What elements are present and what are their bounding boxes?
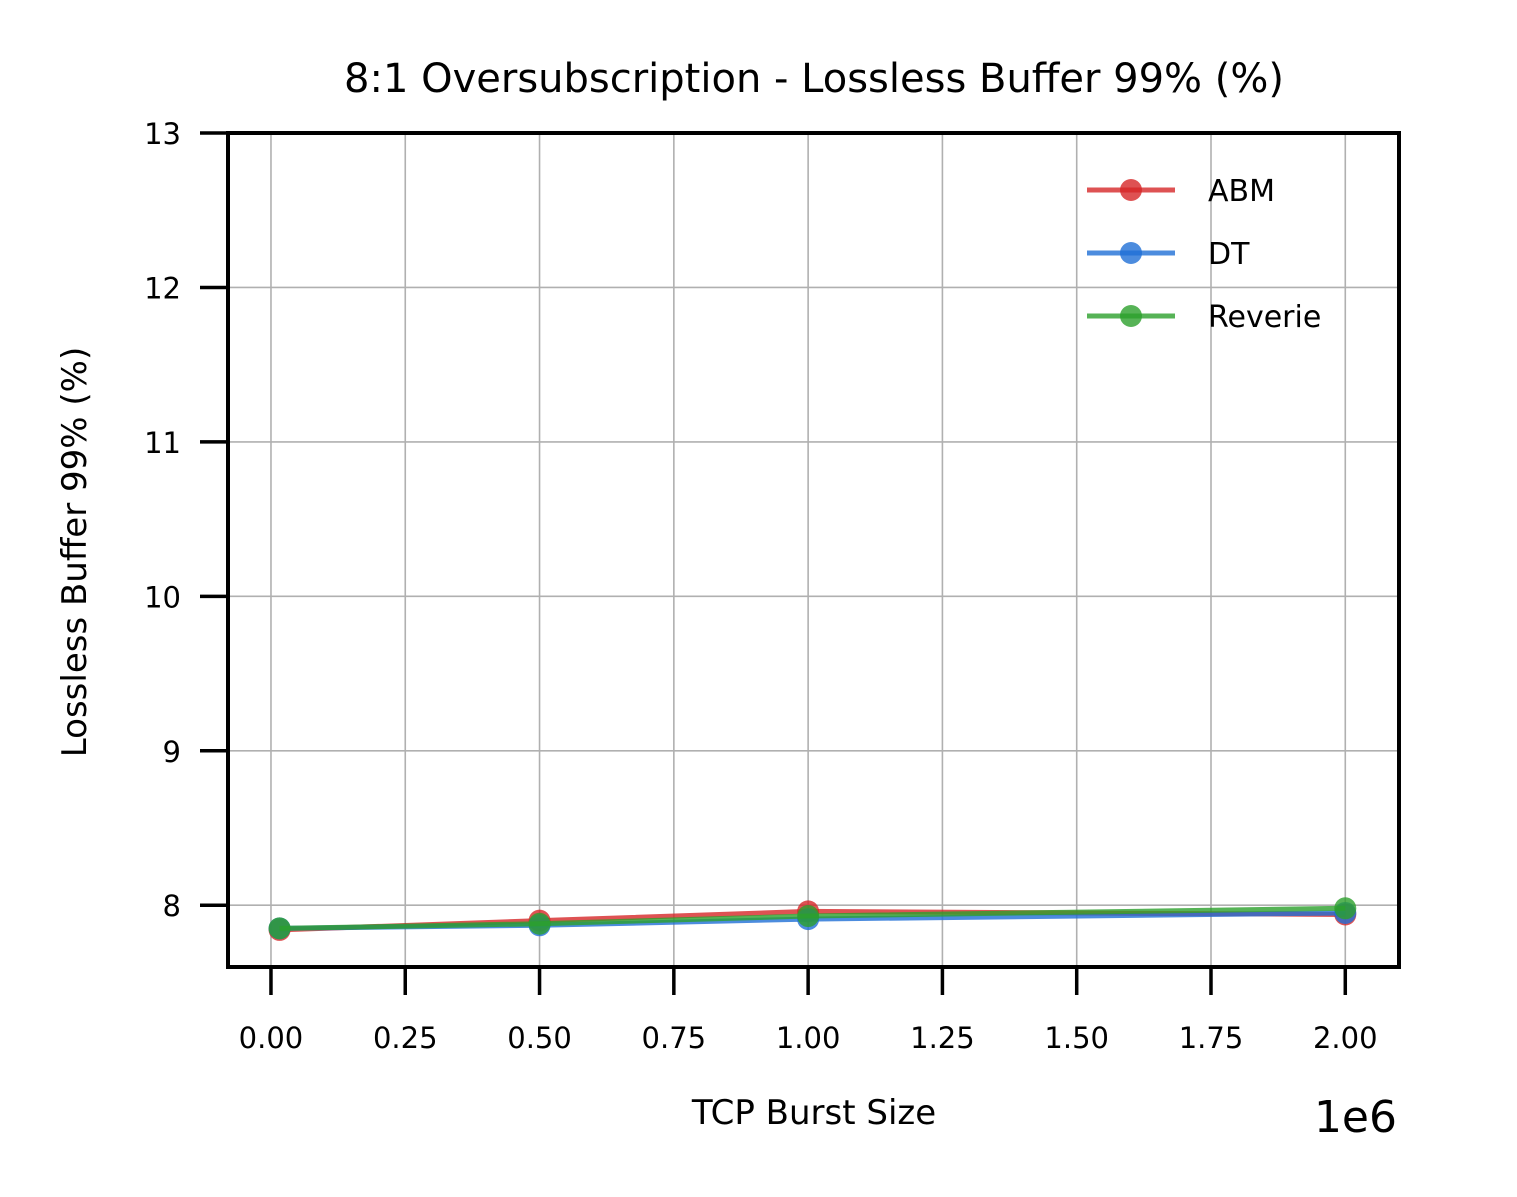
y-tick-label: 11 — [144, 426, 181, 460]
y-tick-label: 13 — [144, 117, 181, 151]
x-tick-label: 0.50 — [507, 1021, 572, 1055]
legend-item-abm: ABM — [1087, 174, 1275, 209]
x-tick-label: 1.75 — [1179, 1021, 1244, 1055]
legend-item-reverie: Reverie — [1087, 300, 1321, 335]
x-axis-label: TCP Burst Size — [691, 1093, 936, 1133]
x-axis-offset-label: 1e6 — [1314, 1092, 1397, 1143]
x-tick-label: 0.00 — [239, 1021, 304, 1055]
data-point-reverie — [528, 912, 551, 935]
x-tick-label: 0.75 — [642, 1021, 707, 1055]
series-line-reverie — [279, 905, 1346, 931]
legend-label-abm: ABM — [1208, 174, 1275, 209]
x-tick-label: 1.00 — [776, 1021, 841, 1055]
legend-label-dt: DT — [1208, 237, 1250, 272]
legend-marker-abm — [1120, 179, 1142, 201]
x-tick-label: 0.25 — [373, 1021, 438, 1055]
y-axis-label: Lossless Buffer 99% (%) — [55, 347, 95, 757]
legend-item-dt: DT — [1087, 237, 1250, 272]
plot-series — [268, 897, 1357, 941]
y-tick-label: 12 — [144, 271, 181, 305]
y-tick-label: 9 — [163, 735, 181, 769]
legend: ABM DT Reverie — [1087, 174, 1321, 335]
x-tick-label: 1.25 — [910, 1021, 975, 1055]
axis-ticks: 0.00 0.25 0.50 0.75 1.00 1.25 1.50 1.75 2.00 8 9 10… — [144, 117, 1377, 1055]
data-point-reverie — [268, 917, 291, 940]
x-tick-label: 1.50 — [1044, 1021, 1109, 1055]
plot-frame — [226, 131, 1401, 969]
grid — [228, 132, 1399, 967]
legend-marker-reverie — [1120, 305, 1142, 327]
legend-label-reverie: Reverie — [1208, 300, 1321, 335]
data-point-reverie — [797, 905, 820, 928]
series-reverie — [268, 897, 1357, 940]
y-tick-label: 8 — [163, 889, 181, 923]
x-tick-label: 2.00 — [1313, 1021, 1378, 1055]
chart-title: 8:1 Oversubscription - Lossless Buffer 9… — [344, 56, 1284, 102]
y-tick-label: 10 — [144, 580, 181, 614]
legend-marker-dt — [1120, 242, 1142, 264]
data-point-reverie — [1334, 897, 1357, 920]
